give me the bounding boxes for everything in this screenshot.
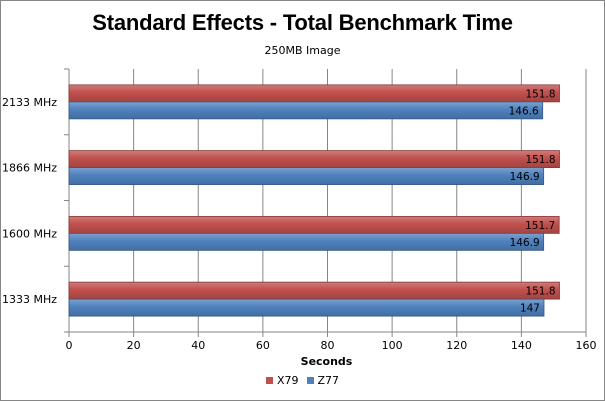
legend: X79 Z77 (0, 374, 605, 387)
data-label: 151.8 (525, 154, 555, 166)
x-tick-label: 20 (127, 339, 141, 352)
data-label: 147 (520, 303, 540, 315)
y-tick-label: 1333 MHz (2, 293, 57, 306)
x-tick-label: 40 (191, 339, 205, 352)
bar-x79 (68, 150, 560, 169)
bar-z77 (68, 298, 545, 317)
bar-x79 (68, 281, 560, 300)
legend-swatch (306, 377, 314, 384)
x-tick-label: 120 (446, 339, 467, 352)
legend-item-x79: X79 (265, 374, 299, 387)
x-axis-title: Seconds (301, 355, 353, 368)
bar-z77 (68, 167, 545, 186)
legend-label: Z77 (317, 374, 340, 387)
legend-label: X79 (276, 374, 299, 387)
x-tick-label: 80 (321, 339, 335, 352)
x-tick-label: 140 (511, 339, 532, 352)
bar-z77 (68, 232, 545, 251)
x-tick-label: 0 (66, 339, 73, 352)
legend-swatch (265, 377, 273, 384)
chart-subtitle: 250MB Image (264, 44, 341, 57)
bar-z77 (68, 101, 544, 120)
legend-item-z77: Z77 (306, 374, 340, 387)
x-tick-label: 160 (576, 339, 597, 352)
data-label: 146.6 (509, 105, 539, 117)
bar-x79 (68, 84, 560, 103)
y-tick-label: 1866 MHz (2, 162, 57, 175)
x-tick-label: 100 (382, 339, 403, 352)
data-label: 151.8 (525, 286, 555, 298)
bar-x79 (68, 215, 560, 234)
x-tick-label: 60 (256, 339, 270, 352)
data-label: 146.9 (510, 171, 540, 183)
data-label: 146.9 (510, 237, 540, 249)
data-label: 151.7 (525, 220, 555, 232)
y-tick-label: 2133 MHz (2, 96, 57, 109)
y-tick-label: 1600 MHz (2, 227, 57, 240)
data-label: 151.8 (525, 88, 555, 100)
chart-title: Standard Effects - Total Benchmark Time (92, 10, 513, 35)
